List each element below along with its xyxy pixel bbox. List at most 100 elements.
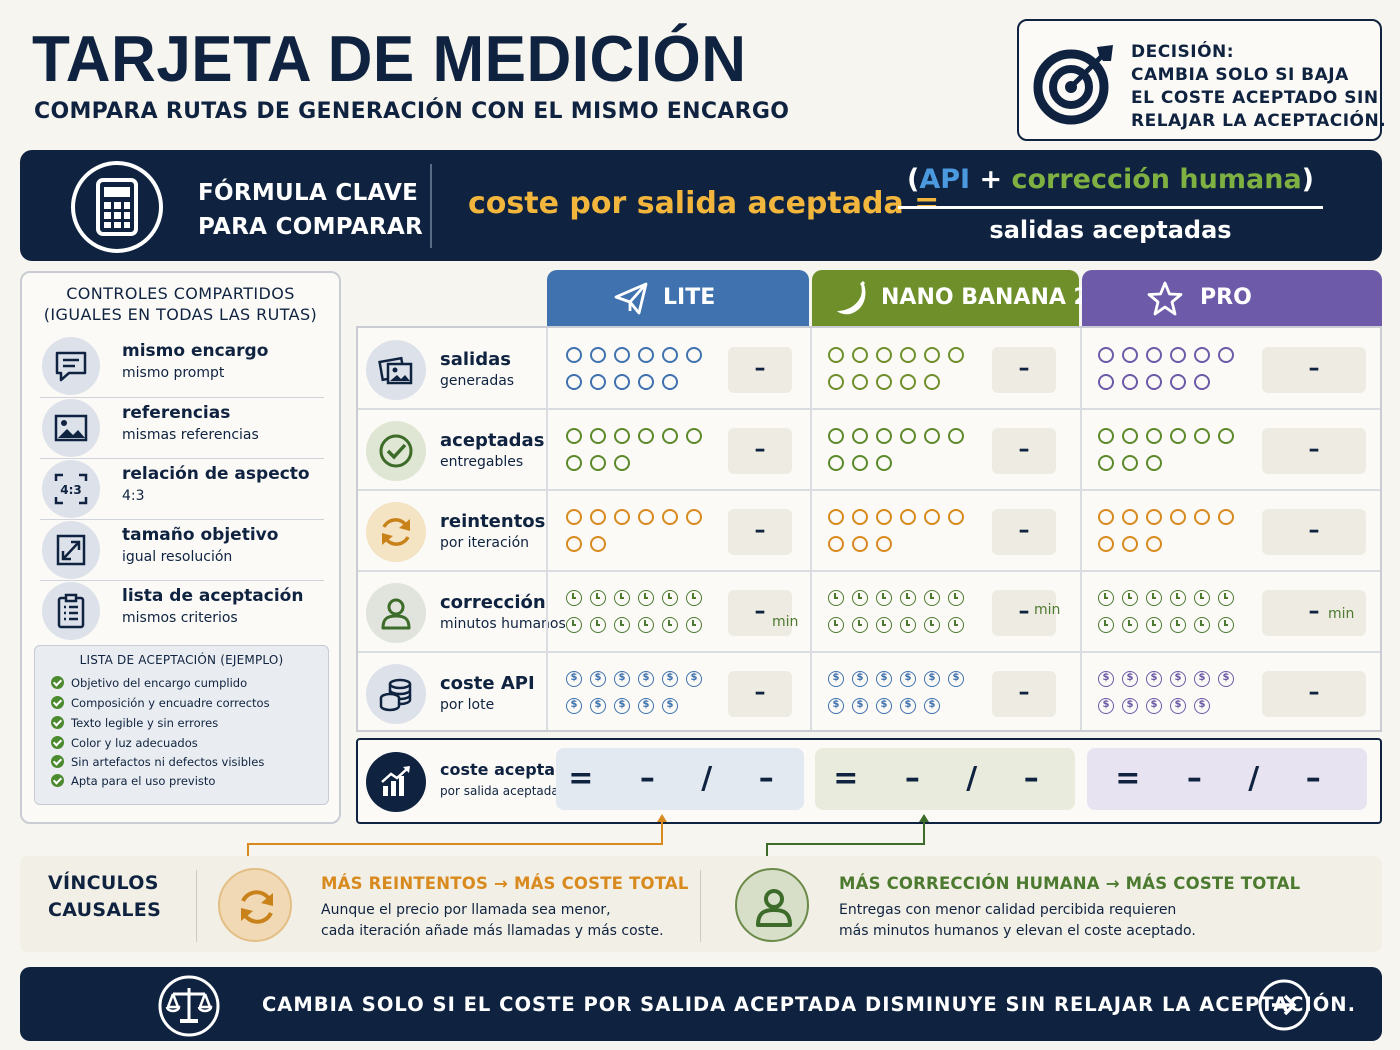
route-name: NANO BANANA 2 — [881, 285, 1089, 310]
clock-icon — [686, 590, 702, 606]
control-title: mismo encargo — [122, 341, 269, 361]
metric-value[interactable]: – — [1262, 347, 1366, 393]
metric-value-text: – — [754, 437, 766, 462]
decision-text: DECISIÓN: CAMBIA SOLO SI BAJA EL COSTE A… — [1131, 41, 1386, 133]
symbol-row — [1098, 590, 1234, 606]
circle-marker — [948, 428, 964, 444]
dollar-coin-icon: $ — [852, 698, 868, 714]
acceptance-item-label: Sin artefactos ni defectos visibles — [71, 755, 265, 769]
clock-icon — [1218, 617, 1234, 633]
control-item-encargo: mismo encargo mismo prompt — [38, 335, 326, 395]
metric-value[interactable]: – — [1262, 671, 1366, 717]
control-item-aceptacion: lista de aceptación mismos criterios — [38, 580, 326, 640]
clock-icon — [876, 590, 892, 606]
symbol-row: $ $ $ $ $ — [566, 698, 678, 714]
circle-marker — [662, 428, 678, 444]
circle-marker — [852, 347, 868, 363]
scales-icon — [158, 975, 220, 1037]
symbol-row — [566, 509, 702, 525]
formula-plus: + — [970, 164, 1012, 195]
divider — [40, 580, 324, 581]
metric-value[interactable]: – min — [1262, 590, 1366, 636]
metric-cell: – — [548, 409, 810, 490]
metric-value[interactable]: – — [992, 347, 1056, 393]
metric-value[interactable]: – — [1262, 509, 1366, 555]
calculator-icon — [71, 161, 163, 253]
circle-marker — [1098, 455, 1114, 471]
metric-cell: $ $ $ $ $ $ $ $ $ $ $ – — [810, 652, 1080, 733]
controls-title-line: CONTROLES COMPARTIDOS — [66, 284, 295, 303]
unit-label: min — [772, 614, 799, 630]
clock-icon — [1218, 590, 1234, 606]
symbol-row — [566, 428, 702, 444]
metric-cell: – min — [548, 571, 810, 652]
metric-cell: – — [1080, 490, 1380, 571]
metric-value[interactable]: – — [1262, 428, 1366, 474]
circle-marker — [852, 509, 868, 525]
metric-value[interactable]: – — [728, 347, 792, 393]
metric-value[interactable]: – — [728, 671, 792, 717]
dollar-coin-icon: $ — [1194, 671, 1210, 687]
control-item-tamano: tamaño objetivo igual resolución — [38, 519, 326, 579]
metric-subtitle: por lote — [440, 697, 495, 713]
formula-label-line: PARA COMPARAR — [198, 214, 424, 240]
circle-marker — [828, 428, 844, 444]
circle-marker — [1098, 509, 1114, 525]
circle-marker — [1170, 347, 1186, 363]
metric-value-text: – — [754, 356, 766, 381]
unit-label: min — [1328, 606, 1355, 622]
metric-value[interactable]: – — [728, 509, 792, 555]
metric-value[interactable]: – — [992, 428, 1056, 474]
circle-marker — [828, 509, 844, 525]
causal-title-line: CAUSALES — [48, 899, 162, 921]
clock-icon — [566, 617, 582, 633]
circle-marker — [1194, 509, 1210, 525]
dollar-coin-icon: $ — [614, 671, 630, 687]
dollar-coin-icon: $ — [662, 698, 678, 714]
metric-subtitle: generadas — [440, 373, 515, 389]
metric-value[interactable]: – min — [728, 590, 798, 636]
arrow-right-icon[interactable] — [1256, 977, 1312, 1033]
clock-icon — [1170, 617, 1186, 633]
clock-icon — [948, 590, 964, 606]
clock-icon — [852, 617, 868, 633]
circle-marker — [686, 509, 702, 525]
dollar-coin-icon: $ — [924, 698, 940, 714]
clock-icon — [638, 590, 654, 606]
metric-cell: – — [1080, 328, 1380, 409]
circle-marker — [566, 374, 582, 390]
formula-bar: FÓRMULA CLAVE PARA COMPARAR coste por sa… — [20, 150, 1382, 261]
acceptance-item-label: Apta para el uso previsto — [71, 774, 216, 788]
circle-marker — [686, 428, 702, 444]
paren: ) — [1301, 164, 1315, 195]
dollar-coin-icon: $ — [828, 698, 844, 714]
result-row: coste aceptado por salida aceptada = – /… — [356, 738, 1382, 824]
check-icon — [51, 755, 64, 768]
metric-cell: – — [810, 490, 1080, 571]
metric-value[interactable]: – min — [992, 590, 1060, 636]
control-title: referencias — [122, 403, 231, 423]
acceptance-item: Composición y encuadre correctos — [51, 696, 270, 710]
metric-value[interactable]: – — [728, 428, 792, 474]
circle-marker — [590, 347, 606, 363]
unit-label: min — [1034, 602, 1061, 618]
metric-value-text: – — [754, 518, 766, 543]
dollar-coin-icon: $ — [1218, 671, 1234, 687]
divider — [40, 397, 324, 398]
symbol-row — [1098, 617, 1234, 633]
dollar-coin-icon: $ — [1146, 698, 1162, 714]
control-title: lista de aceptación — [122, 586, 304, 606]
circle-marker — [876, 374, 892, 390]
circle-marker — [614, 509, 630, 525]
metric-value[interactable]: – — [992, 671, 1056, 717]
metric-value[interactable]: – — [992, 509, 1056, 555]
circle-marker — [876, 347, 892, 363]
symbol-row: $ $ $ $ $ $ — [828, 671, 964, 687]
circle-marker — [900, 509, 916, 525]
metric-value-text: – — [1018, 356, 1030, 381]
clock-icon — [1194, 590, 1210, 606]
dollar-coin-icon: $ — [1122, 671, 1138, 687]
acceptance-item: Apta para el uso previsto — [51, 774, 215, 788]
route-name: LITE — [663, 285, 716, 310]
person-icon — [366, 583, 426, 643]
